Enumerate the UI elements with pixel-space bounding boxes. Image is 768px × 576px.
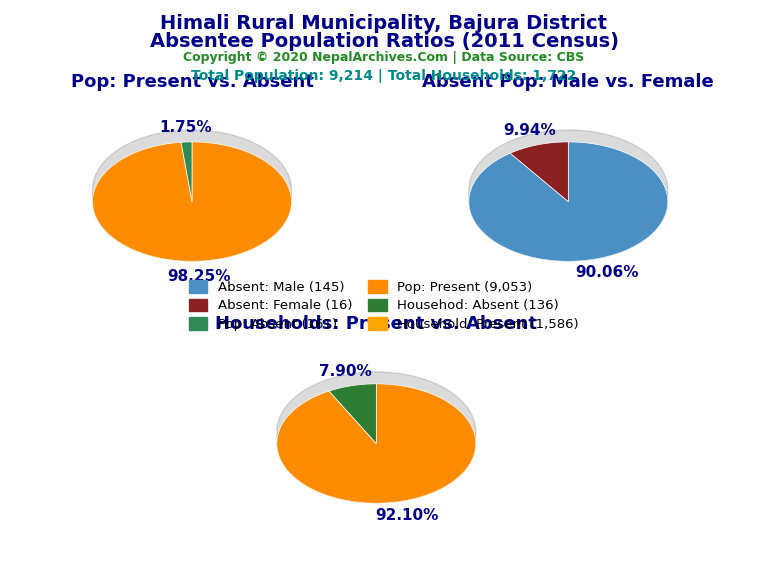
Text: 98.25%: 98.25% (167, 268, 230, 283)
Polygon shape (276, 384, 476, 503)
Polygon shape (92, 142, 292, 262)
Title: Pop: Present vs. Absent: Pop: Present vs. Absent (71, 73, 313, 90)
Polygon shape (277, 432, 476, 503)
Text: 1.75%: 1.75% (159, 120, 211, 135)
Title: Households: Present vs. Absent: Households: Present vs. Absent (215, 314, 538, 332)
Polygon shape (181, 142, 192, 202)
Text: 7.90%: 7.90% (319, 363, 372, 378)
Text: Copyright © 2020 NepalArchives.Com | Data Source: CBS: Copyright © 2020 NepalArchives.Com | Dat… (184, 51, 584, 64)
Text: Himali Rural Municipality, Bajura District: Himali Rural Municipality, Bajura Distri… (161, 14, 607, 33)
Polygon shape (468, 191, 667, 262)
Text: Absentee Population Ratios (2011 Census): Absentee Population Ratios (2011 Census) (150, 32, 618, 51)
Polygon shape (329, 384, 376, 444)
Text: 90.06%: 90.06% (574, 265, 638, 280)
Ellipse shape (92, 130, 292, 249)
Polygon shape (93, 192, 291, 262)
Text: 9.94%: 9.94% (504, 123, 557, 138)
Ellipse shape (276, 372, 476, 491)
Legend: Absent: Male (145), Absent: Female (16), Pop: Absent (161), Pop: Present (9,053): Absent: Male (145), Absent: Female (16),… (184, 275, 584, 336)
Ellipse shape (468, 130, 668, 249)
Text: Total Population: 9,214 | Total Households: 1,722: Total Population: 9,214 | Total Househol… (191, 69, 577, 83)
Polygon shape (468, 142, 668, 262)
Title: Absent Pop: Male vs. Female: Absent Pop: Male vs. Female (422, 73, 714, 90)
Polygon shape (510, 142, 568, 202)
Text: 92.10%: 92.10% (376, 509, 439, 524)
